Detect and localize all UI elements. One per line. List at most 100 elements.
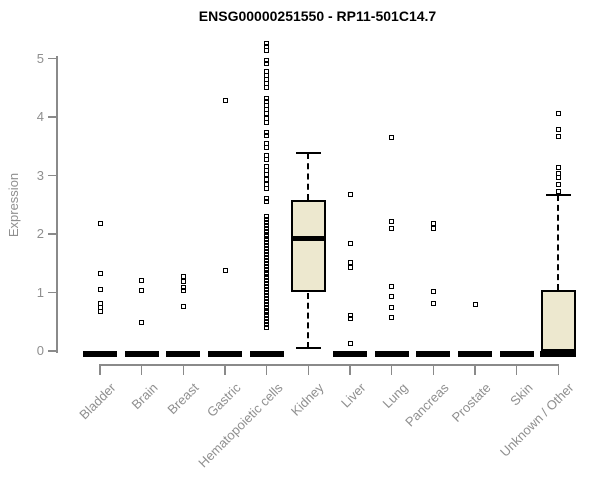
upper-whisker-cap [295, 152, 321, 155]
outlier-point [264, 263, 270, 269]
x-axis-tick [307, 364, 310, 375]
upper-whisker [307, 153, 310, 201]
outlier-point [264, 213, 270, 219]
x-tick-label: Bladder [76, 380, 119, 423]
outlier-point [389, 314, 395, 320]
outlier-point [264, 141, 270, 147]
x-axis-tick [474, 364, 476, 375]
outlier-point [264, 292, 270, 298]
chart-title: ENSG00000251550 - RP11-501C14.7 [198, 8, 437, 24]
outlier-point [430, 300, 436, 306]
outlier-point [264, 129, 270, 135]
outlier-point [97, 309, 103, 315]
outlier-point [264, 257, 270, 263]
y-axis-tick [48, 233, 57, 235]
outlier-point [264, 132, 270, 138]
collapsed-box-at-zero [249, 350, 284, 357]
y-axis-tick [48, 291, 57, 294]
x-tick-label: Unknown / Other [497, 380, 577, 460]
x-axis-tick [515, 364, 518, 375]
outlier-point [264, 199, 270, 205]
outlier-point [389, 305, 395, 311]
outlier-point [264, 234, 270, 240]
median-line [540, 350, 577, 357]
y-tick-label: 4 [36, 109, 44, 124]
outlier-point [264, 228, 270, 234]
outlier-point [264, 298, 270, 304]
x-axis-tick [432, 364, 435, 375]
outlier-point [264, 295, 270, 301]
outlier-point [180, 304, 186, 310]
box [290, 200, 326, 293]
x-axis-tick [140, 364, 143, 375]
outlier-point [180, 285, 186, 291]
y-tick-label: 3 [36, 167, 44, 183]
outlier-point [264, 287, 270, 293]
outlier-point [555, 188, 561, 194]
x-axis-tick [265, 364, 268, 375]
outlier-point [264, 144, 270, 150]
y-axis-line [56, 56, 58, 353]
outlier-point [347, 340, 353, 346]
outlier-point [264, 61, 270, 67]
x-tick-label: Skin [506, 380, 536, 409]
outlier-point [222, 268, 228, 274]
outlier-point [264, 254, 270, 260]
upper-whisker-cap [545, 193, 571, 196]
y-tick-label: 2 [36, 226, 44, 241]
outlier-point [264, 304, 270, 310]
outlier-point [264, 307, 270, 313]
outlier-point [389, 283, 395, 289]
x-axis-tick [99, 364, 101, 375]
outlier-point [180, 279, 186, 285]
outlier-point [222, 98, 228, 104]
outlier-point [264, 260, 270, 266]
outlier-point [389, 134, 395, 140]
collapsed-box-at-zero [333, 350, 367, 357]
outlier-point [555, 175, 561, 181]
collapsed-box-at-zero [374, 350, 409, 357]
x-axis-tick [224, 364, 226, 375]
outlier-point [264, 310, 270, 316]
upper-whisker [557, 194, 560, 291]
outlier-point [264, 269, 270, 275]
outlier-point [180, 273, 186, 279]
outlier-point [264, 275, 270, 281]
collapsed-box-at-zero [124, 350, 159, 357]
y-axis-tick [48, 350, 57, 352]
outlier-point [264, 195, 270, 201]
collapsed-box-at-zero [166, 350, 201, 357]
outlier-point [264, 249, 270, 255]
collapsed-box-at-zero [83, 350, 117, 357]
y-tick-label: 1 [36, 284, 44, 300]
outlier-point [264, 225, 270, 231]
outlier-point [347, 260, 353, 266]
outlier-point [347, 240, 353, 246]
outlier-point [264, 272, 270, 278]
outlier-point [430, 225, 436, 231]
outlier-point [347, 313, 353, 319]
outlier-point [264, 157, 270, 163]
lower-whisker-cap [295, 347, 321, 350]
outlier-point [264, 231, 270, 237]
outlier-point [264, 84, 270, 90]
outlier-point [264, 219, 270, 225]
outlier-point [264, 176, 270, 182]
outlier-point [264, 251, 270, 257]
x-axis-tick [390, 364, 393, 375]
box [540, 290, 576, 351]
outlier-point [264, 57, 270, 63]
x-axis-tick [557, 364, 560, 375]
outlier-point [264, 290, 270, 295]
outlier-point [347, 316, 353, 322]
outlier-point [264, 243, 270, 249]
outlier-point [264, 325, 270, 331]
x-axis-line [100, 364, 560, 366]
y-axis-tick [48, 174, 57, 177]
outlier-point [264, 316, 270, 322]
outlier-point [97, 287, 103, 293]
x-tick-label: Pancreas [402, 380, 452, 430]
x-axis-tick [349, 364, 351, 375]
x-tick-label: Gastric [203, 380, 244, 420]
